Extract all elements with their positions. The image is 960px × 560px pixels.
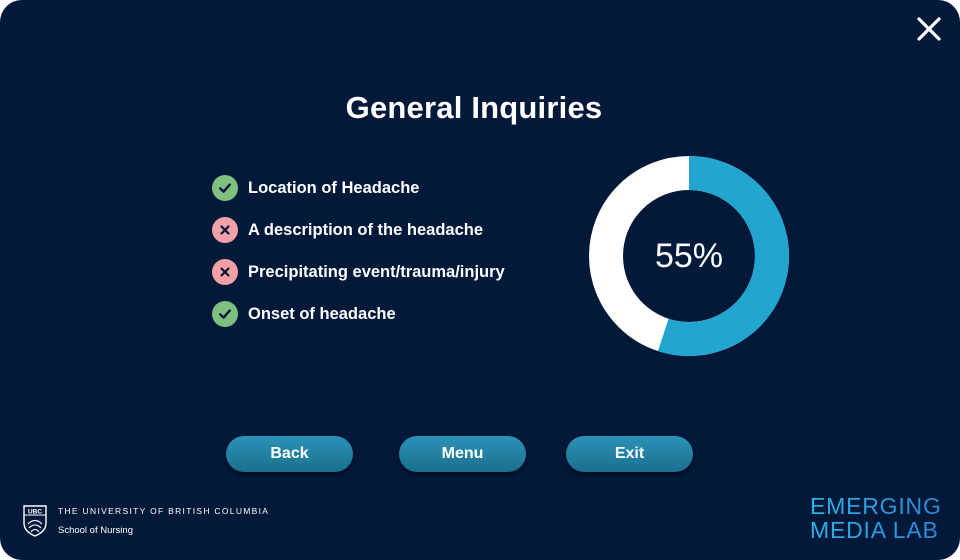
check-icon (219, 183, 231, 193)
x-icon (220, 267, 230, 277)
page-title: General Inquiries (345, 90, 603, 125)
lab-logo-line-2: MEDIA LAB (810, 517, 939, 543)
progress-donut: 55% (588, 155, 790, 357)
complete-status-icon (212, 175, 238, 201)
inquiry-checklist: Location of Headache A description of th… (212, 175, 505, 343)
checklist-item-label: Onset of headache (248, 304, 396, 323)
menu-button[interactable]: Menu (399, 436, 526, 472)
incomplete-status-icon (212, 259, 238, 285)
checklist-item-label: Precipitating event/trauma/injury (248, 262, 505, 281)
emerging-media-lab-logo: EMERGING MEDIA LAB (810, 493, 942, 543)
ubc-logo: UBC THE UNIVERSITY OF BRITISH COLUMBIA S… (23, 505, 269, 537)
x-icon (220, 225, 230, 235)
progress-fill-ring (589, 156, 789, 356)
progress-donut-graphic (589, 156, 789, 356)
exit-button[interactable]: Exit (566, 436, 693, 472)
progress-percent-label: 55% (654, 236, 724, 275)
checklist-item-label: Location of Headache (248, 178, 420, 197)
checklist-item: Onset of headache (212, 301, 505, 327)
check-icon (219, 309, 231, 319)
close-button[interactable] (912, 12, 946, 46)
back-button[interactable]: Back (226, 436, 353, 472)
ubc-crest-icon: UBC (23, 505, 47, 537)
lab-logo-line-1: EMERGING (810, 493, 942, 519)
ubc-crest-text: UBC (28, 508, 43, 515)
university-name: THE UNIVERSITY OF BRITISH COLUMBIA (58, 506, 270, 516)
incomplete-status-icon (212, 217, 238, 243)
complete-status-icon (212, 301, 238, 327)
checklist-item: Location of Headache (212, 175, 505, 201)
school-name: School of Nursing (58, 525, 133, 536)
checklist-item: A description of the headache (212, 217, 505, 243)
close-icon (917, 17, 941, 41)
checklist-item: Precipitating event/trauma/injury (212, 259, 505, 285)
checklist-item-label: A description of the headache (248, 220, 484, 239)
